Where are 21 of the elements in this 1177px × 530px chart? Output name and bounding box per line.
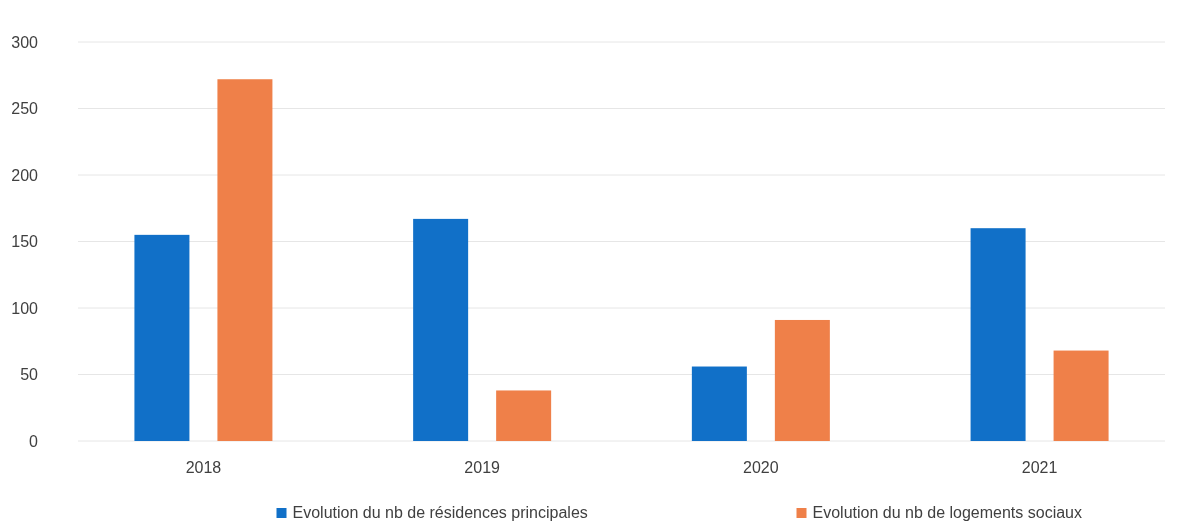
x-tick-label: 2021 (1021, 459, 1058, 476)
y-tick-label: 150 (11, 233, 39, 251)
y-tick-label: 50 (20, 366, 39, 384)
bar (970, 228, 1026, 441)
y-tick-label: 0 (29, 432, 39, 450)
y-tick-label: 250 (11, 100, 39, 118)
y-tick-label: 300 (11, 33, 39, 51)
bar (774, 319, 830, 441)
legend-label: Evolution du nb de résidences principales (292, 504, 588, 521)
bar (134, 234, 190, 441)
bar (413, 218, 469, 441)
x-tick-label: 2019 (464, 459, 501, 476)
x-tick-label: 2020 (743, 459, 779, 476)
bar (496, 390, 552, 441)
x-tick-label: 2018 (185, 459, 222, 476)
bar (691, 366, 747, 441)
y-tick-label: 200 (11, 166, 39, 184)
bar (217, 79, 273, 441)
legend-label: Evolution du nb de logements sociaux (812, 504, 1083, 521)
y-tick-label: 100 (11, 299, 39, 317)
bar (1053, 350, 1109, 441)
